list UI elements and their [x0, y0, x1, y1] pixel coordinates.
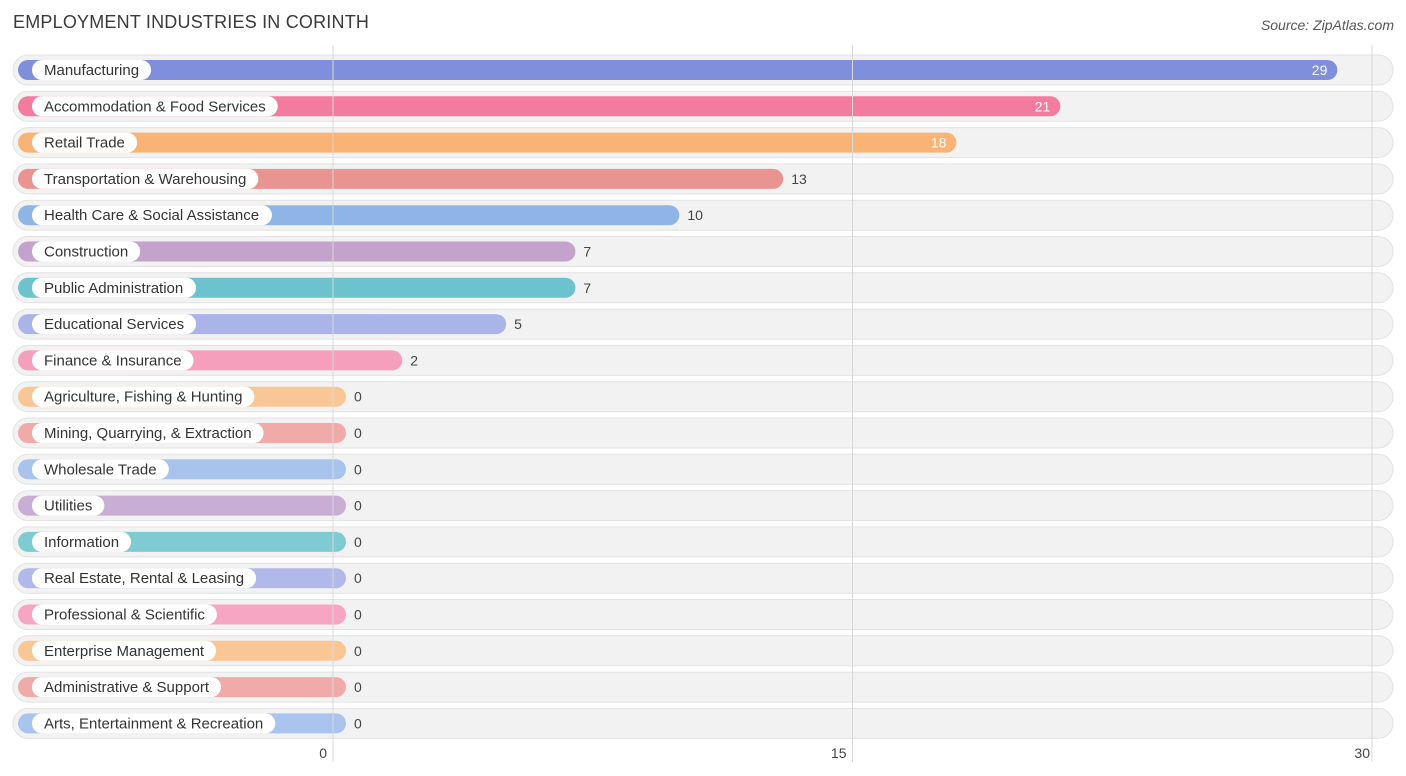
- bar: [18, 241, 576, 262]
- bar-row: Information 0: [12, 526, 1394, 558]
- category-label: Educational Services: [44, 316, 184, 333]
- bar-row: Wholesale Trade 0: [12, 453, 1394, 485]
- category-label-pill: [32, 60, 152, 80]
- category-label: Transportation & Warehousing: [44, 171, 246, 188]
- bar-row: Health Care & Social Assistance 10: [12, 199, 1394, 231]
- category-label: Mining, Quarrying, & Extraction: [44, 425, 252, 442]
- category-label-pill: [32, 350, 194, 371]
- category-label-pill: [32, 132, 138, 153]
- bar-track: [12, 599, 1394, 630]
- value-label: 21: [1035, 98, 1051, 114]
- bar-row: Retail Trade 18: [12, 127, 1394, 159]
- value-label: 29: [1312, 62, 1328, 78]
- x-tick-label: 30: [1354, 745, 1370, 761]
- bar-track: [12, 671, 1394, 703]
- bar-row: Transportation & Warehousing 13: [12, 163, 1394, 195]
- category-label: Health Care & Social Assistance: [44, 207, 259, 224]
- category-label: Accommodation & Food Services: [44, 98, 266, 115]
- bar: [18, 96, 1061, 117]
- value-label: 18: [931, 135, 947, 151]
- category-label: Information: [44, 534, 119, 551]
- category-label-pill: [32, 604, 217, 625]
- category-label-pill: [32, 495, 105, 516]
- category-label-pill: [32, 568, 257, 589]
- bar-track: [12, 417, 1394, 449]
- category-label: Public Administration: [44, 280, 183, 297]
- category-label-pill: [32, 677, 222, 698]
- value-label: 0: [354, 607, 362, 623]
- value-label: 10: [687, 207, 703, 223]
- bar-track: [12, 562, 1394, 594]
- value-label: 7: [583, 244, 591, 260]
- bar-track: [12, 635, 1394, 667]
- category-label: Construction: [44, 244, 128, 261]
- chart-title: EMPLOYMENT INDUSTRIES IN CORINTH: [13, 12, 370, 32]
- value-label: 0: [354, 534, 362, 550]
- bar-row: Enterprise Management 0: [12, 635, 1394, 667]
- bar-row: Educational Services 5: [12, 308, 1394, 340]
- bar-track: [12, 490, 1394, 522]
- category-label: Professional & Scientific: [44, 607, 205, 624]
- bar-row: Professional & Scientific 0: [12, 599, 1394, 630]
- value-label: 0: [354, 643, 362, 659]
- category-label-pill: [32, 96, 278, 117]
- category-label-pill: [32, 168, 259, 189]
- value-label: 5: [514, 316, 522, 332]
- bar-row: Public Administration 7: [12, 272, 1394, 304]
- bar-row: Finance & Insurance 2: [12, 344, 1394, 376]
- bar-rows: Manufacturing 29 Accommodation & Food Serv…: [12, 54, 1394, 739]
- value-label: 7: [583, 280, 591, 296]
- bar-row: Accommodation & Food Services 21: [12, 90, 1394, 122]
- bar: [18, 60, 1338, 80]
- value-label: 0: [354, 715, 362, 731]
- category-label: Agriculture, Fishing & Hunting: [44, 389, 242, 406]
- value-label: 0: [354, 498, 362, 514]
- value-label: 13: [791, 171, 807, 187]
- category-label-pill: [32, 423, 264, 443]
- category-label: Manufacturing: [44, 62, 139, 79]
- bar-row: Agriculture, Fishing & Hunting 0: [12, 381, 1394, 413]
- bar: [18, 132, 957, 153]
- category-label-pill: [32, 314, 197, 335]
- category-label: Wholesale Trade: [44, 461, 157, 478]
- value-label: 0: [354, 389, 362, 405]
- value-label: 0: [354, 679, 362, 695]
- bar-row: Arts, Entertainment & Recreation 0: [12, 707, 1394, 739]
- value-label: 0: [354, 461, 362, 477]
- category-label-pill: [32, 640, 217, 661]
- category-label-pill: [32, 386, 255, 407]
- category-label-pill: [32, 205, 272, 226]
- bar-track: [12, 707, 1394, 739]
- category-label-pill: [32, 713, 276, 734]
- category-label-pill: [32, 459, 169, 480]
- value-label: 0: [354, 425, 362, 441]
- bar-track: [12, 526, 1394, 558]
- bar-track: [12, 453, 1394, 485]
- category-label: Enterprise Management: [44, 643, 205, 660]
- category-label-pill: [32, 241, 141, 262]
- bar-track: [12, 381, 1394, 413]
- category-label-pill: [32, 531, 132, 552]
- value-label: 0: [354, 570, 362, 586]
- bar-row: Utilities 0: [12, 490, 1394, 522]
- category-label: Retail Trade: [44, 135, 125, 152]
- x-tick-label: 15: [831, 745, 847, 761]
- category-label: Finance & Insurance: [44, 352, 182, 369]
- bar-row: Manufacturing 29: [12, 54, 1394, 86]
- value-label: 2: [410, 352, 418, 368]
- source-label: Source: ZipAtlas.com: [1260, 17, 1394, 33]
- category-label: Real Estate, Rental & Leasing: [44, 570, 244, 587]
- bar-row: Mining, Quarrying, & Extraction 0: [12, 417, 1394, 449]
- bar-row: Real Estate, Rental & Leasing 0: [12, 562, 1394, 594]
- gridlines: [332, 45, 1373, 762]
- category-label: Utilities: [44, 498, 92, 515]
- category-label: Arts, Entertainment & Recreation: [44, 715, 263, 732]
- bar-row: Administrative & Support 0: [12, 671, 1394, 703]
- category-label-pill: [32, 277, 197, 298]
- category-label: Administrative & Support: [44, 679, 210, 696]
- x-tick-label: 0: [319, 745, 327, 761]
- bar-row: Construction 7: [12, 236, 1394, 267]
